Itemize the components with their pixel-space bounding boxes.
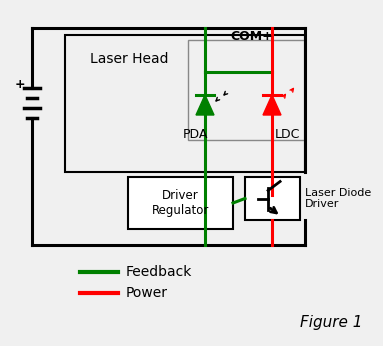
Bar [65, 35, 305, 172]
Text: LDC: LDC [275, 128, 300, 141]
Bar [188, 40, 305, 140]
Text: Laser Head: Laser Head [90, 52, 169, 66]
Text: Driver
Regulator: Driver Regulator [152, 189, 209, 217]
Polygon shape [263, 95, 281, 115]
Text: Figure 1: Figure 1 [300, 315, 362, 330]
Text: Power: Power [126, 286, 168, 300]
Text: Feedback: Feedback [126, 265, 192, 279]
Text: PDA: PDA [183, 128, 208, 141]
Text: COM+: COM+ [230, 30, 273, 43]
Polygon shape [196, 95, 214, 115]
Bar [128, 177, 233, 229]
Text: Laser Diode
Driver: Laser Diode Driver [305, 188, 371, 209]
Text: +: + [15, 78, 25, 91]
Bar [245, 177, 300, 220]
